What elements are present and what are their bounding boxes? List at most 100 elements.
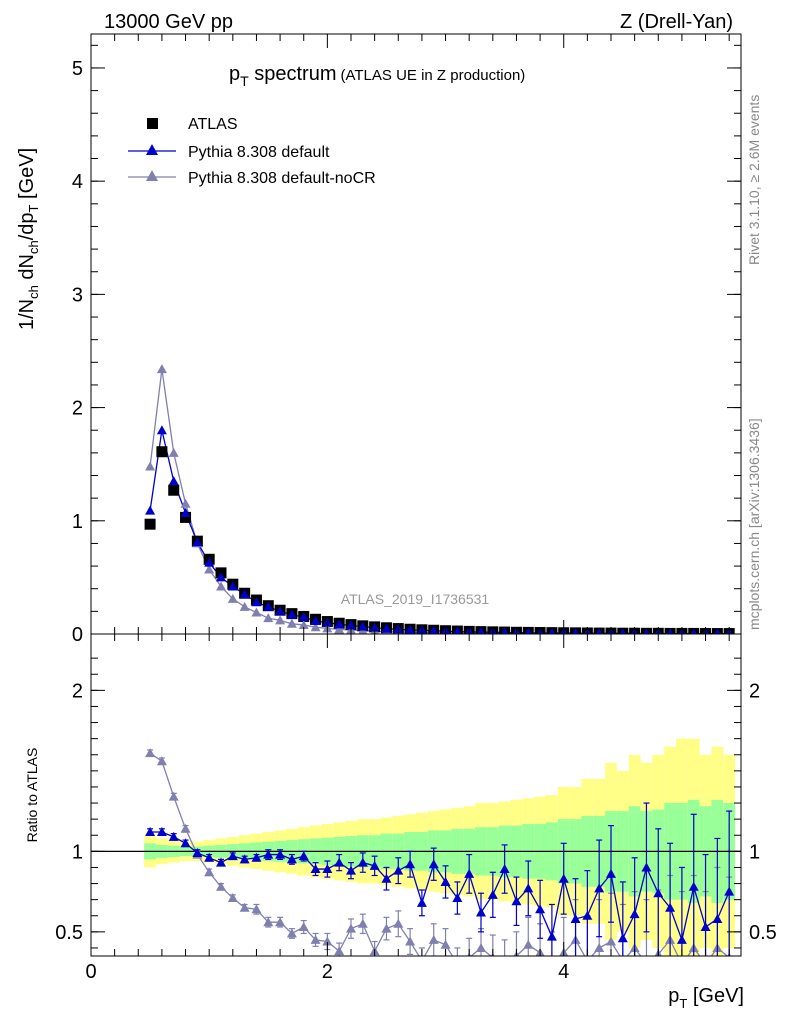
main-ytick-label: 0 [72, 624, 83, 646]
nocr-point [310, 622, 321, 632]
default-point [643, 628, 650, 634]
nocr-ratio-point [216, 881, 226, 891]
default-ratio-point [346, 865, 356, 875]
nocr-point [227, 593, 238, 603]
nocr-ratio-point [594, 942, 605, 952]
ratio-ylabel: Ratio to ATLAS [24, 748, 40, 843]
default-ratio-point [405, 859, 416, 869]
nocr-point [156, 364, 167, 374]
default-ratio-point [239, 854, 250, 864]
default-point [572, 628, 579, 634]
nocr-ratio-point [622, 955, 623, 956]
nocr-ratio-point [251, 904, 262, 914]
legend-atlas-marker [147, 118, 158, 129]
default-point [310, 615, 321, 625]
default-point [298, 612, 309, 622]
legend: ATLAS Pythia 8.308 default Pythia 8.308 … [128, 116, 376, 187]
default-point [251, 597, 262, 607]
default-ratio-point [286, 854, 297, 864]
default-ratio-point [499, 864, 510, 874]
atlas-point [180, 511, 192, 523]
ratio-xlabel: pT [GeV] [668, 985, 744, 1011]
default-point [263, 601, 274, 611]
default-point [216, 572, 226, 582]
default-point [548, 627, 556, 634]
default-point [667, 628, 674, 634]
ratio-ytick-label: 0.5 [55, 922, 83, 944]
default-ratio-point [653, 888, 664, 898]
ratio-ytick-label: 2 [72, 680, 83, 702]
default-ratio-point [523, 883, 534, 893]
default-point [239, 589, 250, 599]
default-point [275, 606, 286, 616]
default-point [381, 623, 392, 633]
default-ratio-point [192, 847, 203, 857]
default-ratio-point [156, 827, 167, 837]
default-point [690, 628, 697, 634]
default-ratio-point [594, 883, 605, 893]
default-ratio-point [251, 852, 262, 862]
default-ratio-point [180, 838, 191, 848]
main-ytick-label: 4 [72, 171, 83, 193]
atlas-point [144, 518, 156, 530]
legend-nocr-marker [146, 170, 158, 181]
nocr-point [263, 613, 274, 623]
default-ratio-point [558, 873, 569, 883]
nocr-ratio-point [587, 955, 588, 956]
analysis-label: ATLAS_2019_I1736531 [341, 591, 490, 607]
nocr-ratio-point [263, 917, 274, 927]
nocr-point [334, 624, 345, 634]
main-ytick-label: 1 [72, 511, 83, 533]
main-ylabel: 1/Nch dNch/dpT [GeV] [16, 148, 41, 330]
nocr-point [251, 607, 262, 617]
nocr-ratio-point [357, 918, 368, 928]
nocr-ratio-point [227, 893, 238, 903]
default-point [405, 625, 416, 634]
title-paren: (ATLAS UE in Z production) [341, 67, 526, 84]
legend-default-label: Pythia 8.308 default [188, 144, 330, 161]
nocr-ratio-point [381, 923, 392, 933]
legend-default-marker [146, 144, 158, 155]
ratio-panel-marks [91, 748, 741, 968]
default-point [156, 425, 167, 435]
default-ratio-point [204, 852, 215, 862]
ratio-ytick-label: 1 [72, 841, 83, 863]
main-ytick-label: 3 [72, 284, 83, 306]
nocr-ratio-point [156, 756, 167, 766]
default-ratio-point [676, 934, 687, 944]
nocr-ratio-point [641, 959, 651, 968]
default-point [192, 537, 203, 547]
nocr-ratio-point [428, 934, 439, 944]
nocr-ratio-point [677, 959, 687, 968]
default-point [596, 628, 603, 634]
default-point [168, 476, 179, 486]
default-ratio-point [393, 865, 404, 875]
nocr-ratio-point [547, 959, 557, 968]
default-ratio-point [227, 851, 238, 861]
default-ratio-point [369, 860, 380, 870]
nocr-point [239, 601, 250, 611]
default-ratio-point [275, 849, 286, 859]
ratio-ytick-label-right: 1 [749, 841, 760, 863]
default-point [453, 626, 462, 634]
default-ratio-point [440, 876, 451, 886]
header-left: 13000 GeV pp [104, 11, 233, 33]
rivet-label: Rivet 3.1.10, ≥ 2.6M events [746, 95, 762, 265]
nocr-point [298, 619, 309, 629]
default-ratio-point [606, 868, 616, 878]
atlas-point [168, 484, 180, 496]
nocr-point [168, 447, 179, 457]
default-point [346, 620, 356, 630]
ratio-ytick-label-right: 0.5 [749, 922, 777, 944]
nocr-ratio-point [606, 936, 616, 946]
nocr-ratio-point [239, 902, 250, 912]
default-point [429, 625, 439, 634]
axes: 0 1 2 3 4 5 0 2 4 0.5 0.5 1 1 2 2 [55, 34, 777, 983]
default-ratio-point [381, 873, 392, 883]
default-ratio-point [535, 904, 546, 914]
default-ratio-point [582, 910, 593, 920]
default-ratio-point [322, 864, 333, 874]
legend-atlas-label: ATLAS [188, 116, 238, 133]
default-ratio-point [570, 913, 581, 923]
